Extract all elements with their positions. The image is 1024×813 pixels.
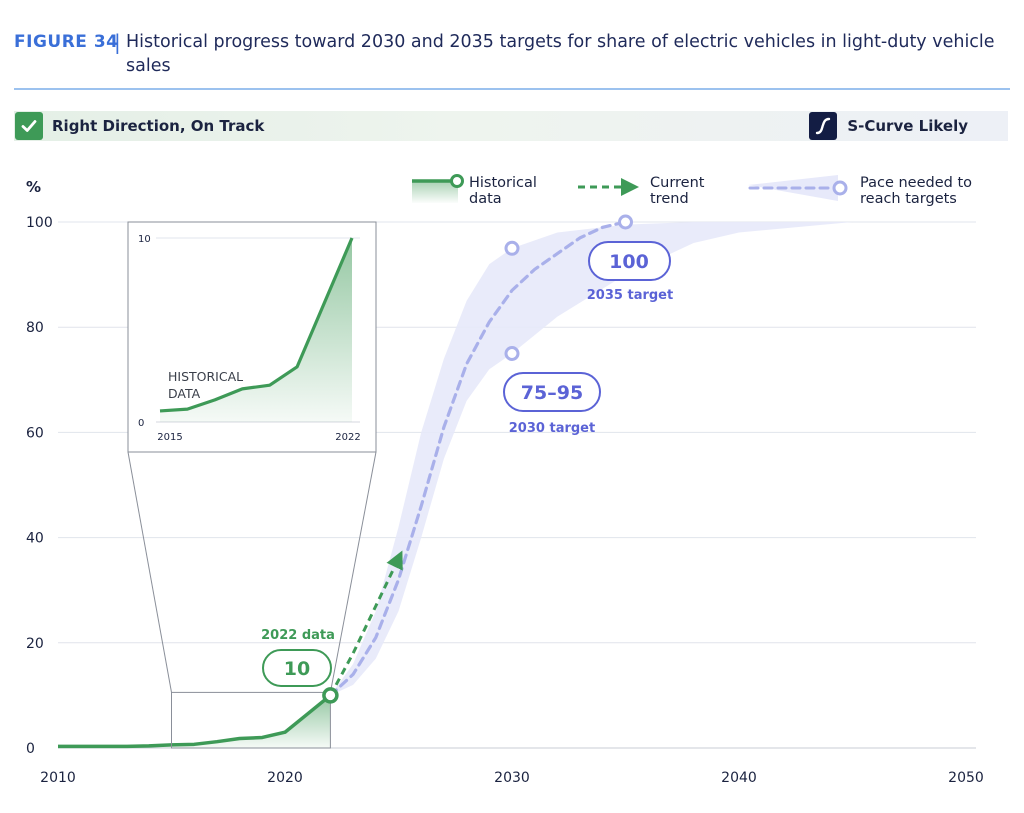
figure-label: FIGURE 34 [14, 32, 119, 52]
target-range-band [330, 222, 853, 696]
legend-pace-label-2: reach targets [860, 191, 957, 207]
s-curve-icon [809, 112, 838, 140]
y-tick-label-40: 40 [26, 531, 44, 547]
pace-needed-series-line [328, 220, 628, 698]
figure-title: Historical progress toward 2030 and 2035… [126, 32, 995, 76]
y-tick-label-60: 60 [26, 425, 44, 441]
header-divider [14, 88, 1010, 90]
historical-series-line [58, 694, 332, 749]
legend-pace-swatch-marker [832, 180, 848, 196]
annotation-2022-value: 10 [284, 658, 310, 680]
inset-x-tick-label-2022: 2022 [335, 432, 360, 443]
x-tick-label-2030: 2030 [494, 770, 530, 786]
historical-area [58, 695, 331, 748]
annotation-2030-pill [503, 372, 601, 412]
inset-y-tick-label-0: 0 [138, 418, 144, 429]
x-tick-label-2020: 2020 [267, 770, 303, 786]
current-trend-series-line [329, 550, 403, 697]
annotation-2035-pill [588, 241, 671, 281]
y-axis-label: % [26, 178, 41, 196]
checkmark-icon [15, 112, 43, 140]
status-on-track: Right Direction, On Track [14, 111, 264, 141]
legend-trend-label-2: trend [650, 191, 689, 207]
annotation-2022-caption: 2022 data [261, 628, 335, 643]
legend-trend-label-1: Current [650, 175, 705, 191]
x-tick-label-2010: 2010 [40, 770, 76, 786]
legend-historical-label-2: data [469, 191, 502, 207]
inset-zoom-box [171, 691, 331, 749]
annotation-2035-caption: 2035 target [587, 288, 673, 303]
target-2030-high-marker [504, 240, 520, 256]
inset-caption-line-2: DATA [168, 386, 201, 401]
y-tick-label-20: 20 [26, 636, 44, 652]
inset-x-tick-label-2015: 2015 [157, 432, 182, 443]
legend-historical-swatch-area [412, 181, 458, 203]
y-tick-label-80: 80 [26, 320, 44, 336]
legend-pace-label-1: Pace needed to [860, 175, 972, 191]
status-left-label: Right Direction, On Track [52, 117, 265, 135]
inset-y-tick-label-10: 10 [138, 234, 151, 245]
legend-historical-label-1: Historical [469, 175, 537, 191]
status-scurve: S-Curve Likely [809, 111, 968, 141]
legend-historical-swatch-marker [450, 174, 464, 188]
status-bar: Right Direction, On Track S-Curve Likely [14, 111, 1008, 141]
x-tick-label-2050: 2050 [948, 770, 984, 786]
figure-separator: | [114, 30, 121, 54]
inset-historical-area [160, 238, 352, 422]
y-tick-label-0: 0 [26, 741, 35, 757]
inset-connector-right [329, 451, 377, 693]
status-right-label: S-Curve Likely [847, 117, 968, 135]
annotation-2030-value: 75–95 [521, 382, 583, 404]
annotation-2035-value: 100 [609, 251, 649, 273]
target-2035-marker [618, 214, 633, 230]
inset-connector-left [127, 451, 172, 693]
annotation-2022-pill [262, 649, 332, 687]
annotation-2030-caption: 2030 target [509, 421, 595, 436]
y-tick-label-100: 100 [26, 215, 53, 231]
inset-historical-line [159, 237, 354, 413]
inset-caption-line-1: HISTORICAL [168, 369, 243, 384]
target-2030-low-marker [504, 346, 520, 361]
x-tick-label-2040: 2040 [721, 770, 757, 786]
data-point-2022 [322, 687, 339, 704]
